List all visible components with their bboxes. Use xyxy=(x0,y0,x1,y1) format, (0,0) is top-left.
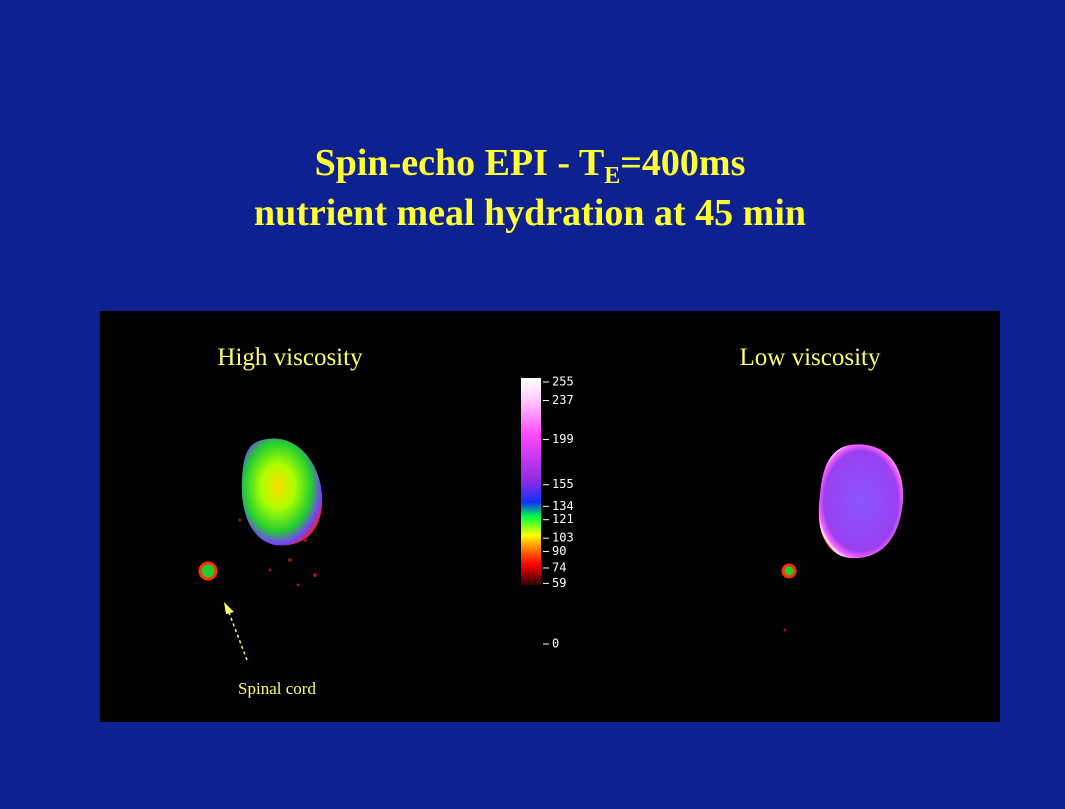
tick-label: 155 xyxy=(552,477,574,491)
colorbar xyxy=(521,378,541,585)
tick-label: 74 xyxy=(552,560,566,574)
left-label: High viscosity xyxy=(217,344,363,371)
spinal-cord-right xyxy=(783,565,795,577)
spinal-cord-left xyxy=(200,563,216,579)
tick-label: 121 xyxy=(552,512,574,526)
right-label: Low viscosity xyxy=(740,344,881,371)
tick-label: 103 xyxy=(552,531,574,545)
title-prefix: Spin-echo EPI - T xyxy=(315,142,605,184)
title-line-2: nutrient meal hydration at 45 min xyxy=(254,192,806,234)
tick-label: 59 xyxy=(552,576,566,590)
tick-label: 0 xyxy=(552,637,559,651)
tick-label: 134 xyxy=(552,499,574,513)
tick-label: 255 xyxy=(552,375,574,389)
annotation: Spinal cord xyxy=(238,679,316,698)
title-suffix: =400ms xyxy=(620,142,745,184)
slide: Spin-echo EPI - TE=400ms nutrient meal h… xyxy=(0,0,1065,804)
title-line-1: Spin-echo EPI - TE=400ms xyxy=(315,142,746,189)
tick-label: 90 xyxy=(552,544,566,558)
tick-label: 237 xyxy=(552,393,574,407)
title-subscript: E xyxy=(604,163,620,189)
tick-label: 199 xyxy=(552,432,574,446)
page: Spin-echo EPI - TE=400ms nutrient meal h… xyxy=(0,0,1065,804)
